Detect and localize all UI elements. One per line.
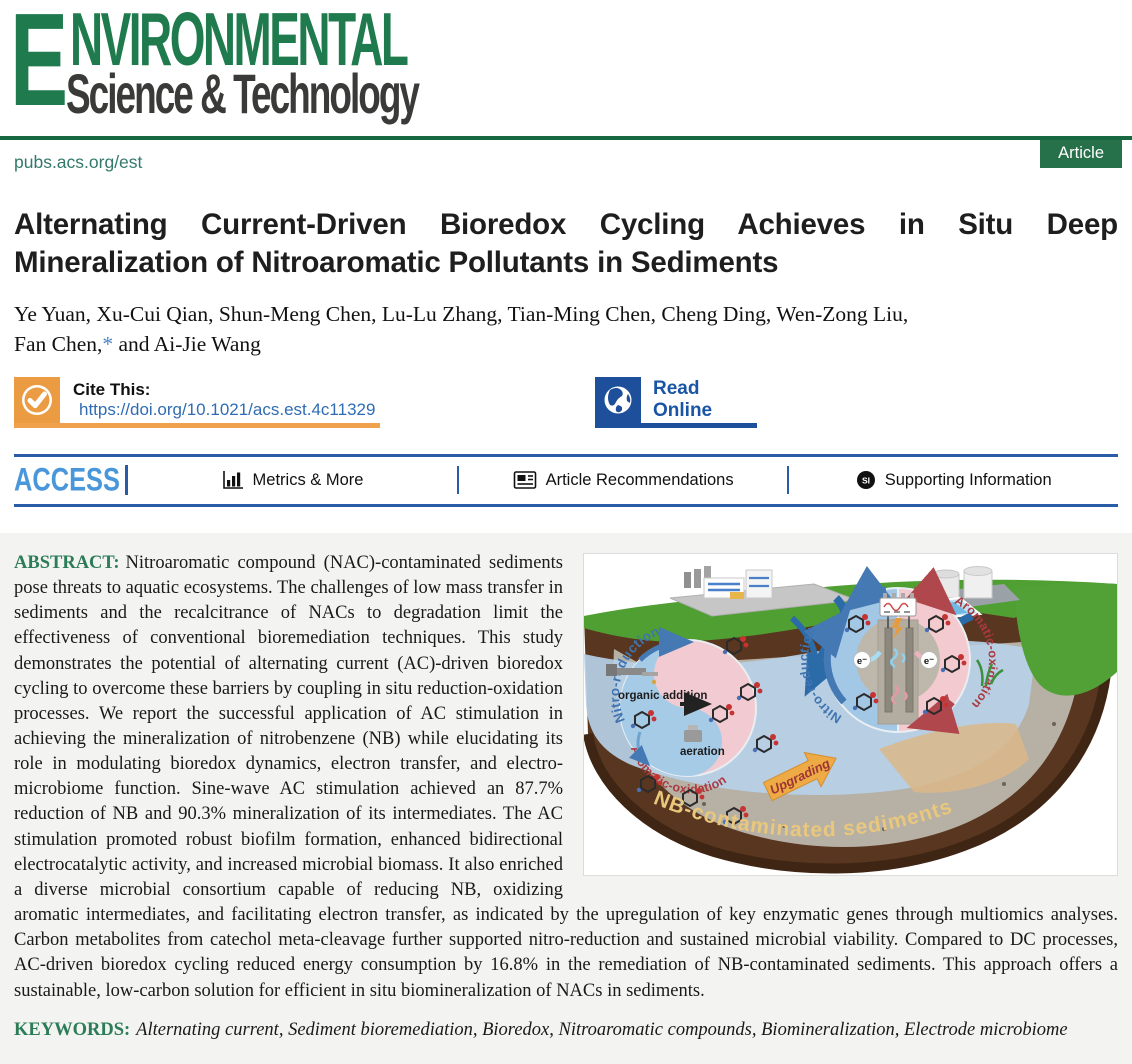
metrics-and-more-label: Metrics & More [252, 470, 364, 489]
access-bar: ACCESS Metrics & More [14, 453, 1118, 507]
abstract-label: ABSTRACT: [14, 552, 120, 573]
graphical-abstract-image: Nitro-reduction Aromatic-oxidation organ… [583, 552, 1118, 876]
check-icon [14, 376, 60, 423]
masthead-rule [0, 136, 1132, 140]
newspaper-icon [513, 470, 537, 490]
bar-chart-icon [222, 470, 244, 490]
authors-line1: Ye Yuan, Xu-Cui Qian, Shun-Meng Chen, Lu… [14, 301, 909, 326]
journal-site-link[interactable]: pubs.acs.org/est [14, 152, 143, 172]
ga-organic-addition-label: organic addition [618, 690, 707, 702]
svg-text:SI: SI [862, 476, 870, 486]
abstract-text: Nitroaromatic compound (NAC)-contaminate… [14, 552, 1118, 1001]
journal-logo-initial: E [10, 0, 68, 133]
journal-logo-line2: Science & Technology [66, 62, 420, 125]
supporting-information-label: Supporting Information [884, 470, 1052, 489]
citation-bar: Cite This: https://doi.org/10.1021/acs.e… [14, 376, 1118, 428]
si-circle-icon: SI [856, 470, 876, 490]
metrics-and-more-link[interactable]: Metrics & More [128, 470, 457, 490]
authors-line2: Fan Chen, [14, 331, 103, 356]
cite-this-block: Cite This: https://doi.org/10.1021/acs.e… [14, 376, 380, 428]
supporting-information-link[interactable]: SI Supporting Information [789, 470, 1118, 490]
globe-icon [595, 376, 641, 423]
masthead-subrow: pubs.acs.org/est Article [14, 140, 1122, 184]
ga-electron-right-label: e⁻ [924, 656, 934, 667]
page-title: Alternating Current-Driven Bioredox Cycl… [14, 208, 1118, 280]
access-separator [456, 466, 459, 495]
journal-logo-line1: NVIRONMENTAL [70, 0, 409, 82]
access-separator [787, 466, 790, 495]
abstract-paragraph: Nitro-reduction Aromatic-oxidation organ… [14, 551, 1118, 1004]
article-recommendations-link[interactable]: Article Recommendations [459, 470, 788, 490]
article-type-badge: Article [1040, 140, 1122, 168]
ga-left-cycle: Nitro-reduction Aromatic-oxidation organ… [606, 623, 757, 796]
corresponding-author-marker[interactable]: * [102, 331, 114, 356]
cite-this-label: Cite This: [73, 379, 151, 399]
keywords-label: KEYWORDS: [14, 1019, 131, 1040]
authors-line2-end: and Ai-Jie Wang [113, 331, 261, 356]
article-recommendations-label: Article Recommendations [545, 470, 734, 489]
access-open-label[interactable]: ACCESS [14, 461, 120, 499]
keywords-block: KEYWORDS: Alternating current, Sediment b… [14, 1018, 1118, 1044]
read-online-button[interactable]: Read Online [595, 376, 757, 428]
keywords-text: Alternating current, Sediment bioremedia… [136, 1019, 1068, 1040]
journal-logo: E NVIRONMENTAL Science & Technology [10, 0, 1118, 136]
abstract-section: Nitro-reduction Aromatic-oxidation organ… [0, 532, 1132, 1064]
author-list: Ye Yuan, Xu-Cui Qian, Shun-Meng Chen, Lu… [14, 299, 1118, 359]
access-divider [125, 465, 129, 496]
read-online-label: Read Online [653, 377, 713, 421]
ga-aeration-label: aeration [680, 746, 725, 758]
ga-electron-left-label: e⁻ [857, 656, 867, 667]
doi-link[interactable]: https://doi.org/10.1021/acs.est.4c11329 [79, 399, 376, 419]
